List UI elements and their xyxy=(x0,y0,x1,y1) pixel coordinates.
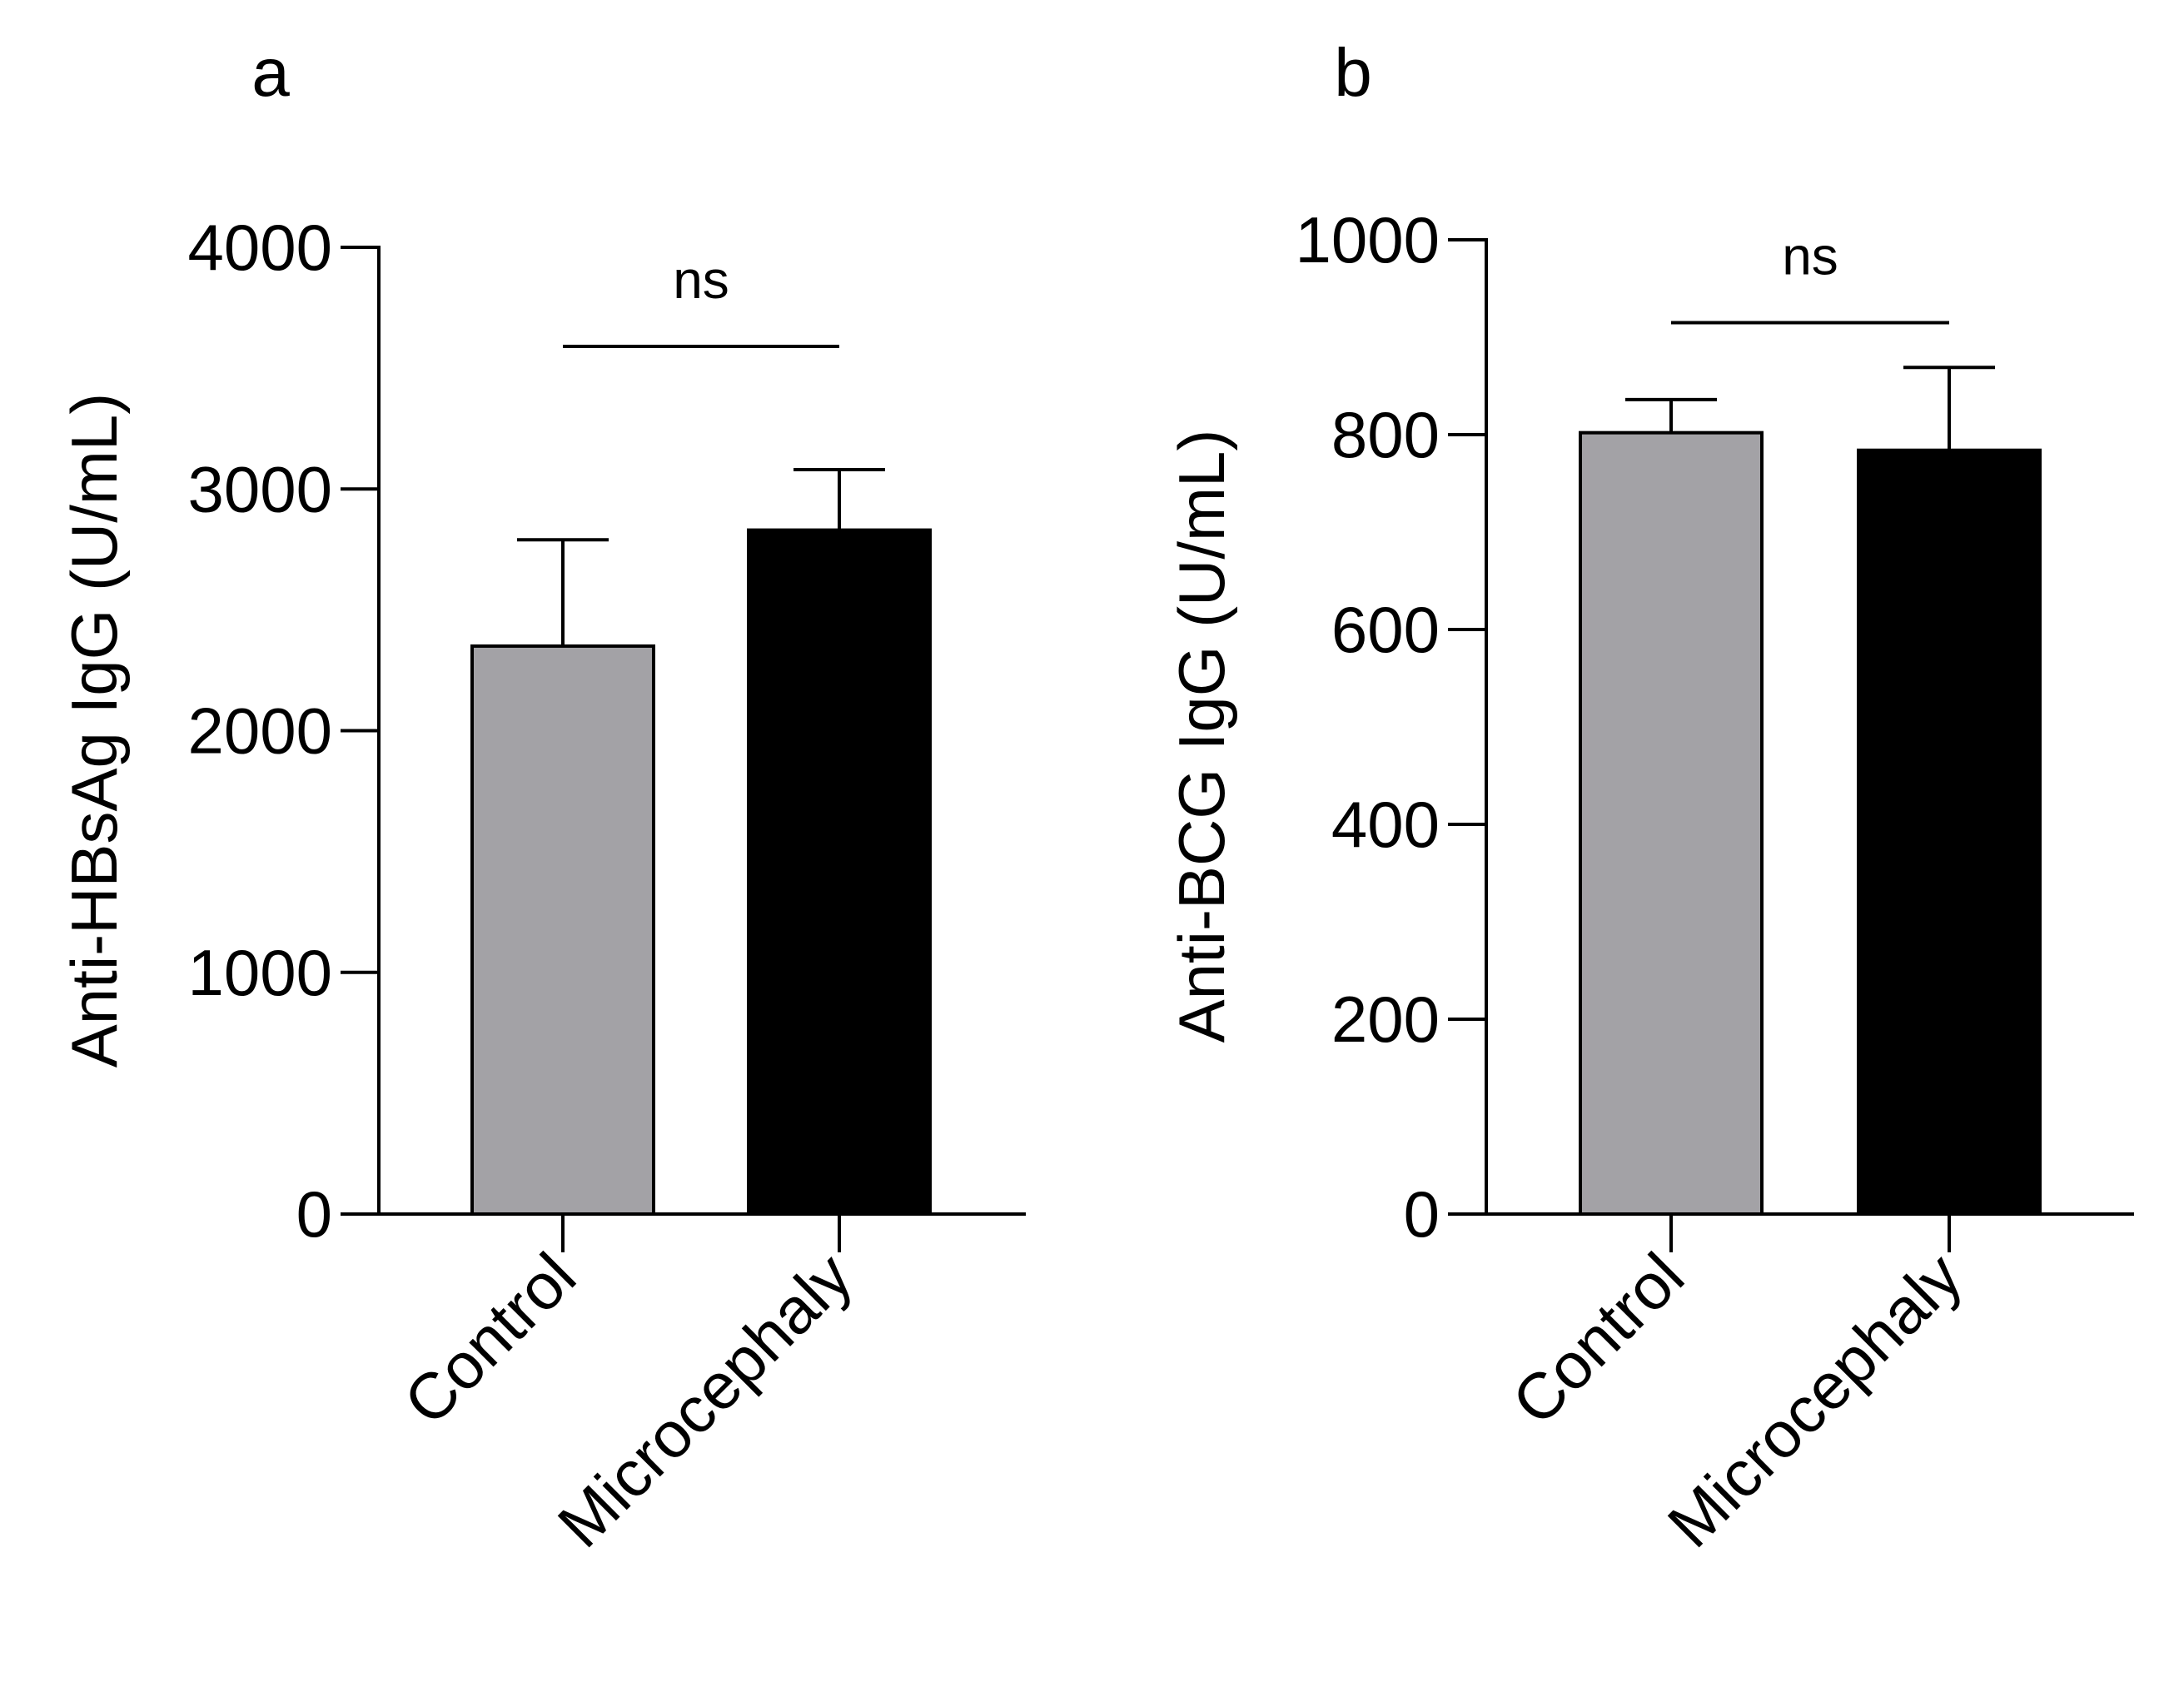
bar-microcephaly xyxy=(1857,448,2042,1216)
y-tick-label: 3000 xyxy=(187,452,332,525)
y-tick-label: 600 xyxy=(1331,593,1440,666)
y-tick-label: 800 xyxy=(1331,398,1440,471)
y-tick-label: 1000 xyxy=(187,936,332,1009)
y-tick-label: 400 xyxy=(1331,788,1440,861)
y-tick-label: 2000 xyxy=(187,694,332,768)
y-axis-title: Anti-HBsAg IgG (U/mL) xyxy=(57,393,131,1068)
significance-label: ns xyxy=(673,250,729,310)
x-tick-label: Control xyxy=(1498,1239,1698,1439)
panel-label: b xyxy=(1334,35,1372,111)
x-tick-label: Microcephaly xyxy=(544,1239,866,1561)
y-tick-label: 200 xyxy=(1331,983,1440,1056)
y-tick-label: 4000 xyxy=(187,211,332,284)
y-tick-label: 1000 xyxy=(1295,203,1440,276)
x-tick-label: Microcephaly xyxy=(1654,1239,1976,1561)
y-tick-label: 0 xyxy=(296,1177,332,1251)
significance-label: ns xyxy=(1782,226,1838,286)
y-axis-title: Anti-BCG IgG (U/mL) xyxy=(1165,430,1238,1043)
panel-label: a xyxy=(251,35,290,111)
bar-control xyxy=(1579,430,1764,1216)
bar-microcephaly xyxy=(747,528,932,1216)
y-tick-label: 0 xyxy=(1404,1177,1440,1251)
bar-control xyxy=(470,644,655,1216)
x-tick-label: Control xyxy=(390,1239,590,1439)
